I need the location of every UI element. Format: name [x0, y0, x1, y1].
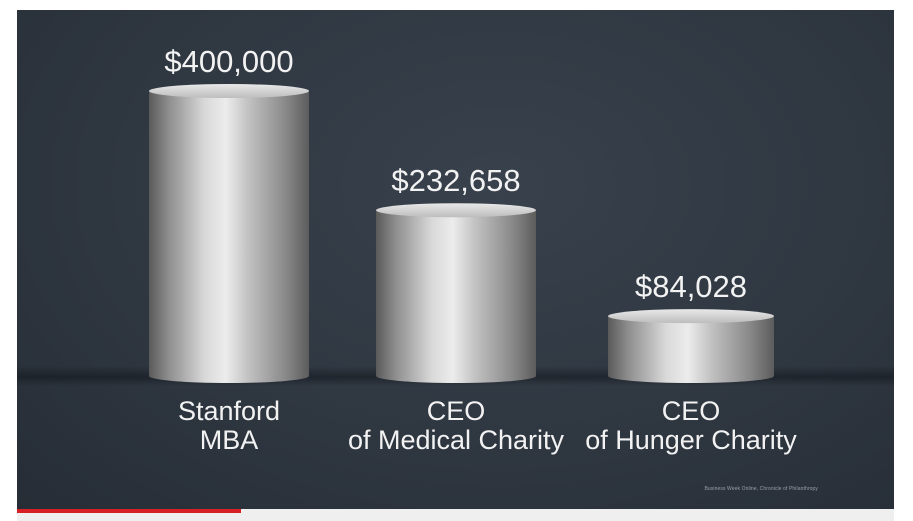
category-label: CEO — [427, 396, 486, 426]
category-label: CEO — [662, 396, 721, 426]
bar-chart: $400,000$232,658$84,028 StanfordMBACEOof… — [149, 44, 797, 455]
category-label: Stanford — [178, 396, 280, 426]
bar-body — [376, 210, 536, 383]
bar-top — [608, 309, 774, 324]
presentation-progress-bar — [17, 509, 241, 513]
bar-body — [149, 91, 309, 383]
value-labels-group: $400,000 $232,658 $84,028 — [164, 44, 747, 304]
category-label: MBA — [200, 425, 259, 455]
chart-slide: $400,000 $232,658 $84,028 Stanford MBA CEO of… — [17, 10, 894, 509]
source-note: Business Week Online, Chronicle of Phila… — [704, 486, 818, 492]
bar-1 — [376, 203, 536, 383]
bar-0 — [149, 84, 309, 383]
value-label: $232,658 — [391, 163, 520, 198]
bar-2 — [608, 309, 774, 383]
presentation-progress-track — [17, 509, 894, 521]
category-label: of Medical Charity — [348, 425, 565, 455]
bar-body — [608, 316, 774, 383]
bar-top — [149, 84, 309, 98]
bar-top — [376, 203, 536, 218]
category-label: of Hunger Charity — [585, 425, 797, 455]
bars-group — [149, 84, 774, 383]
value-label: $400,000 — [164, 44, 293, 79]
value-label: $84,028 — [635, 269, 747, 304]
